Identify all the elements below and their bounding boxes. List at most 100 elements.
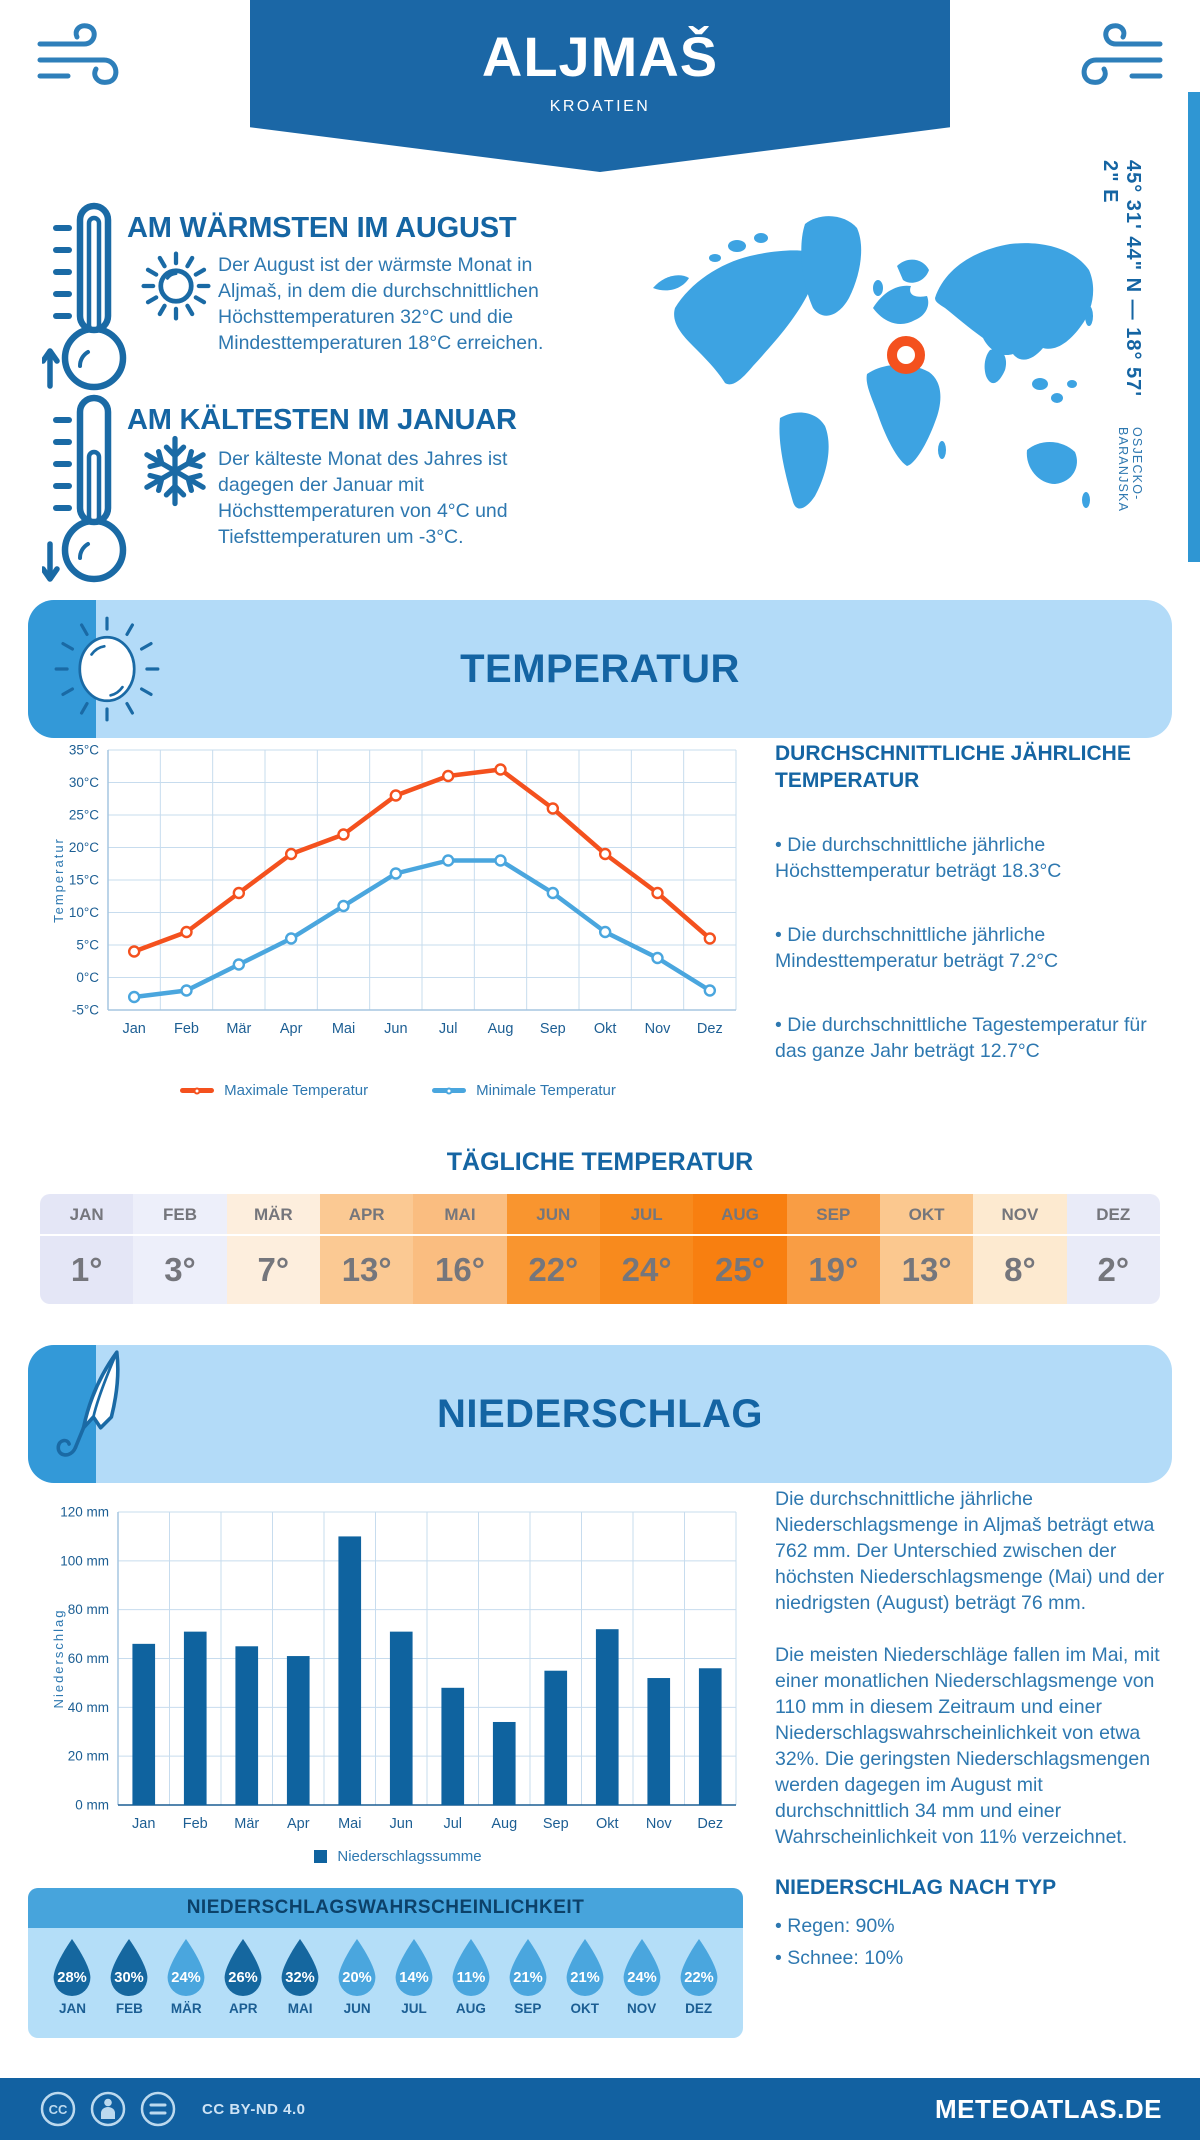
temperature-stats-title: DURCHSCHNITTLICHE JÄHRLICHE TEMPERATUR: [775, 742, 1131, 792]
probability-month-label: FEB: [115, 2001, 143, 2016]
probability-month-label: JUN: [343, 2001, 371, 2016]
bar: [698, 1668, 722, 1805]
month-column: MÄR 7°: [226, 1194, 320, 1304]
thermometer-cold-icon: [42, 394, 127, 583]
month-label: SEP: [786, 1194, 880, 1236]
month-label: FEB: [133, 1194, 227, 1236]
month-temperature: 1°: [70, 1251, 103, 1288]
data-point: [127, 990, 141, 1004]
probability-item: 26% APR: [215, 1937, 272, 2016]
data-point: [389, 789, 403, 802]
x-tick-label: Jan: [122, 1021, 145, 1037]
legend-swatch: [432, 1087, 467, 1094]
raindrop-icon: 14%: [395, 1938, 433, 1997]
legend-item: Niederschlagssumme: [314, 1848, 482, 1865]
month-column: FEB 3°: [133, 1194, 227, 1304]
month-label: NOV: [973, 1194, 1067, 1236]
probability-value: 24%: [172, 1970, 201, 1986]
data-point: [284, 847, 298, 861]
legend-label: Minimale Temperatur: [476, 1082, 616, 1099]
probability-item: 30% FEB: [101, 1937, 158, 2016]
header-banner: ALJMAŠ KROATIEN: [250, 0, 950, 172]
page-title: ALJMAŠ: [481, 25, 719, 88]
month-column: DEZ 2°: [1066, 1194, 1160, 1304]
data-point: [180, 925, 193, 939]
y-tick-label: 10°C: [69, 905, 99, 920]
probability-item: 24% MÄR: [158, 1937, 215, 2016]
coordinates-text: 45° 31' 44" N — 18° 57' 2" E: [1099, 160, 1144, 398]
legend-swatch: [314, 1850, 328, 1863]
bar: [544, 1670, 568, 1805]
x-tick-label: Jan: [132, 1816, 155, 1832]
y-tick-label: 20°C: [69, 840, 99, 855]
probability-value: 14%: [399, 1970, 428, 1986]
probability-drops-row: 28% JAN 30% FEB 24% MÄR 26% APR 32% MAI 20% JUN 14% J…: [28, 1928, 743, 2016]
precipitation-paragraph: Die durchschnittliche jährliche Niedersc…: [775, 1488, 1165, 1614]
legend-label: Maximale Temperatur: [224, 1082, 369, 1099]
bar: [235, 1646, 259, 1805]
month-label: DEZ: [1066, 1194, 1160, 1236]
data-point: [546, 886, 560, 900]
footer-bar: CC CC BY-ND 4.0 METEOATLAS.DE: [0, 2078, 1200, 2140]
month-column: JUL 24°: [599, 1194, 694, 1304]
probability-month-label: JUL: [401, 2001, 427, 2016]
thermometer-warm-icon: [42, 202, 127, 391]
probability-item: 11% AUG: [442, 1937, 499, 2016]
data-point: [337, 899, 350, 913]
site-name: METEOATLAS.DE: [934, 2093, 1162, 2124]
probability-month-label: NOV: [627, 2001, 657, 2016]
month-column: NOV 8°: [973, 1194, 1067, 1304]
probability-item: 28% JAN: [44, 1937, 101, 2016]
data-point: [441, 854, 455, 867]
bar: [389, 1631, 413, 1805]
sun-icon: [141, 251, 211, 321]
banner-accent-strip: [28, 1345, 96, 1483]
bar-chart-legend: Niederschlagssumme: [48, 1848, 748, 1865]
probability-item: 14% JUL: [386, 1937, 443, 2016]
x-tick-label: Okt: [594, 1021, 617, 1037]
coldest-title: AM KÄLTESTEN IM JANUAR: [127, 404, 517, 436]
coldest-text: Der kälteste Monat des Jahres ist dagege…: [218, 448, 508, 548]
raindrop-icon: 28%: [54, 1938, 91, 1997]
precipitation-type-item: Regen: 90%: [775, 1913, 1173, 1939]
x-tick-label: Aug: [491, 1816, 517, 1832]
precipitation-text: Die durchschnittliche jährliche Niedersc…: [775, 1486, 1173, 1971]
wind-icon: [37, 23, 119, 85]
x-tick-label: Jun: [384, 1021, 407, 1037]
temperature-line-chart: -5°C 0°C 5°C 10°C 15°C 20°C 25°C 30°C 35°C Jan Feb…: [51, 743, 737, 1037]
month-label: JUL: [599, 1194, 694, 1236]
y-tick-label: 20 mm: [68, 1749, 109, 1764]
warmest-text: Der August ist der wärmste Monat in Aljm…: [218, 254, 544, 354]
raindrop-icon: 11%: [452, 1938, 490, 1997]
month-temperature: 13°: [901, 1251, 952, 1288]
legend-swatch: [180, 1087, 215, 1094]
y-tick-label: 80 mm: [68, 1602, 109, 1617]
probability-item: 20% JUN: [329, 1937, 386, 2016]
probability-month-label: APR: [228, 2001, 258, 2016]
probability-item: 21% OKT: [556, 1937, 613, 2016]
probability-value: 26%: [228, 1970, 257, 1986]
legend-dot: [193, 1087, 201, 1094]
bar: [647, 1678, 671, 1805]
temperature-section-title: TEMPERATUR: [460, 647, 740, 691]
license-text: CC BY-ND 4.0: [202, 2100, 306, 2118]
data-point: [598, 847, 612, 861]
bar: [286, 1656, 310, 1805]
raindrop-icon: 24%: [167, 1938, 205, 1997]
x-tick-label: Nov: [646, 1816, 673, 1832]
series-line: [131, 767, 713, 954]
precipitation-probability-box: NIEDERSCHLAGSWAHRSCHEINLICHKEIT 28% JAN 30…: [28, 1888, 743, 2038]
temperature-section-banner: TEMPERATUR: [28, 600, 1172, 738]
umbrella-icon: [56, 1350, 120, 1457]
raindrop-icon: 30%: [110, 1938, 148, 1997]
month-temperature: 19°: [808, 1251, 859, 1288]
data-point: [494, 763, 507, 776]
probability-month-label: JAN: [58, 2001, 86, 2016]
precipitation-section-banner: NIEDERSCHLAG: [28, 1345, 1172, 1483]
data-point: [703, 984, 717, 997]
raindrop-icon: 21%: [509, 1938, 547, 1997]
month-temperature: 3°: [164, 1251, 196, 1288]
cc-license-icons: CC: [40, 2091, 176, 2127]
country-subtitle: KROATIEN: [549, 98, 651, 115]
month-column: SEP 19°: [786, 1194, 880, 1304]
